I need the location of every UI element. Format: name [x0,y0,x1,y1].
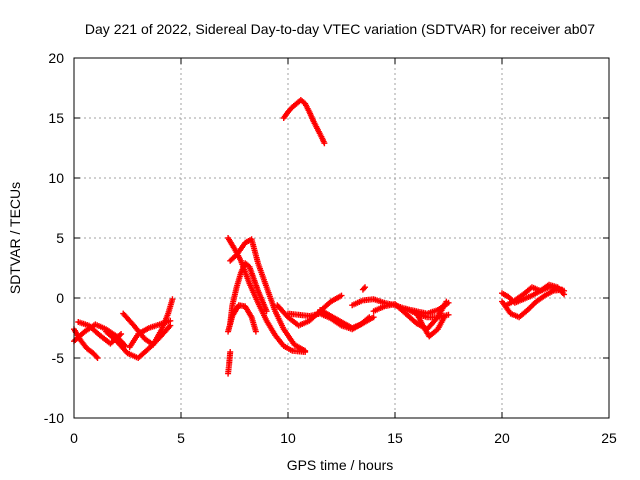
axis-ticks: 0 5 10 15 20 25 -10 -5 0 5 10 15 20 [44,50,617,446]
data-point [169,296,176,303]
data-point [227,349,234,355]
data-points [71,97,568,377]
x-tick-label: 10 [280,430,296,446]
y-tick-label: 5 [56,230,64,246]
data-point [360,285,367,292]
series-track-t [280,97,328,147]
data-point [118,331,125,337]
data-point [93,353,100,360]
x-tick-label: 0 [70,430,78,446]
y-tick-label: 0 [56,290,64,306]
x-tick-label: 15 [387,430,403,446]
data-point [362,284,369,291]
x-tick-label: 20 [494,430,510,446]
series-track-w [503,281,568,309]
series-track-c [75,319,125,347]
data-point [263,308,270,315]
data-point [167,317,174,324]
data-point [561,291,568,298]
y-tick-label: 10 [48,170,64,186]
chart-title: Day 221 of 2022, Sidereal Day-to-day VTE… [85,21,595,37]
x-tick-label: 5 [177,430,185,446]
plot-frame [73,57,610,419]
y-tick-label: -10 [44,410,64,426]
y-tick-label: -5 [52,350,65,366]
y-tick-label: 15 [48,110,64,126]
data-point [443,298,450,305]
series-track-k [225,302,259,335]
data-point [441,314,448,321]
series-track-n [317,307,373,331]
series-track-s [359,284,369,293]
data-point [302,347,309,354]
x-tick-label: 25 [601,430,617,446]
y-tick-label: 20 [48,50,64,66]
grid-lines [74,58,609,418]
data-point [252,328,259,335]
series-track-j [227,260,270,327]
series-track-r [413,309,448,340]
data-point [338,292,345,299]
series-track-i [227,236,309,354]
data-point [94,355,101,361]
series-track-f [126,317,174,351]
data-point [445,311,452,318]
y-axis-label: SDTVAR / TECUs [7,182,23,294]
x-axis-label: GPS time / hours [287,457,394,473]
series-track-g [225,349,234,377]
series-track-p [370,298,450,333]
data-point [321,140,328,147]
data-point [366,314,373,321]
